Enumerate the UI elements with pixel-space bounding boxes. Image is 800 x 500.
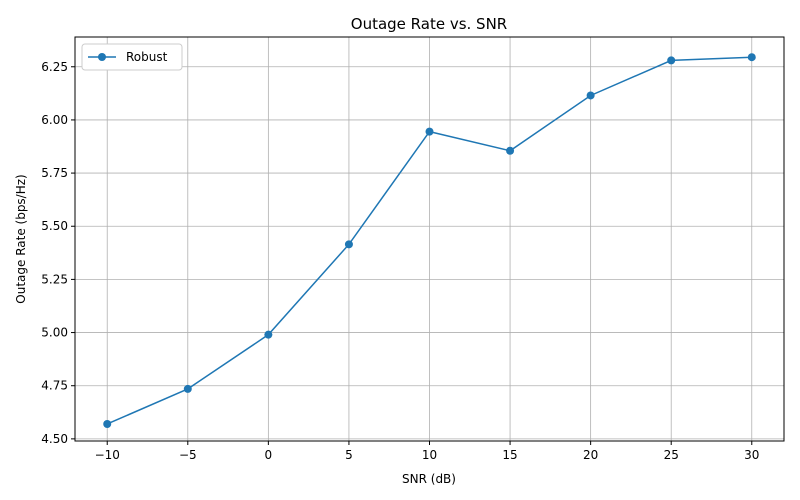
x-tick-label: 0 bbox=[265, 448, 273, 462]
data-point bbox=[344, 240, 353, 249]
chart-title: Outage Rate vs. SNR bbox=[351, 15, 507, 33]
series-layer bbox=[103, 53, 756, 428]
x-tick-label: −10 bbox=[95, 448, 120, 462]
data-point bbox=[425, 127, 434, 136]
data-point bbox=[183, 384, 192, 393]
y-tick-label: 4.75 bbox=[41, 379, 68, 393]
y-axis-label: Outage Rate (bps/Hz) bbox=[14, 174, 28, 303]
y-tick-label: 5.50 bbox=[41, 219, 68, 233]
data-point bbox=[667, 56, 676, 65]
y-tick-label: 5.25 bbox=[41, 272, 68, 286]
y-tick-label: 5.00 bbox=[41, 326, 68, 340]
x-tick-label: −5 bbox=[179, 448, 197, 462]
x-tick-label: 20 bbox=[583, 448, 598, 462]
legend: Robust bbox=[81, 43, 183, 71]
x-tick-label: 25 bbox=[664, 448, 679, 462]
x-tick-label: 30 bbox=[744, 448, 759, 462]
legend-marker bbox=[98, 53, 106, 61]
y-tick-label: 6.00 bbox=[41, 113, 68, 127]
data-point bbox=[506, 146, 515, 155]
x-tick-label: 5 bbox=[345, 448, 353, 462]
x-axis-label: SNR (dB) bbox=[402, 472, 456, 486]
data-point bbox=[103, 419, 112, 428]
y-tick-label: 5.75 bbox=[41, 166, 68, 180]
legend-box bbox=[81, 43, 183, 71]
grid-lines bbox=[75, 37, 784, 441]
data-point bbox=[586, 91, 595, 100]
x-tick-label: 15 bbox=[502, 448, 517, 462]
y-tick-label: 6.25 bbox=[41, 60, 68, 74]
legend-label: Robust bbox=[126, 50, 168, 64]
y-axis-ticks: 4.50 4.75 5.00 5.25 5.50 5.75 6.00 6.25 bbox=[41, 60, 75, 446]
data-point bbox=[264, 330, 273, 339]
y-tick-label: 4.50 bbox=[41, 432, 68, 446]
data-point bbox=[747, 53, 756, 62]
x-tick-label: 10 bbox=[422, 448, 437, 462]
x-axis-ticks: −10 −5 0 5 10 15 20 25 30 bbox=[95, 441, 759, 462]
